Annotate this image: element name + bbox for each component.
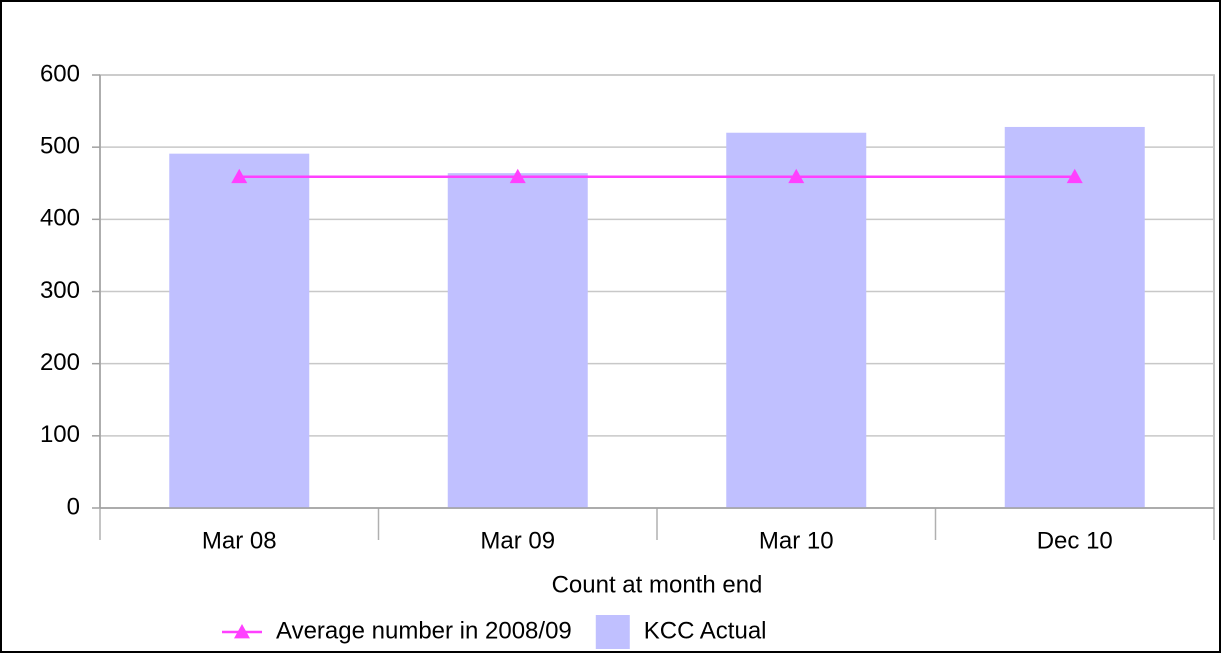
y-tick-label: 200 [40,349,80,376]
y-tick-label: 400 [40,205,80,232]
line-marker [788,168,805,184]
bar [447,173,588,508]
x-tick-label: Dec 10 [1037,527,1113,554]
legend-swatch [595,615,630,649]
y-tick-label: 0 [67,493,80,520]
line-marker [1066,168,1083,184]
y-tick-label: 500 [40,133,80,160]
legend-marker [234,624,250,639]
x-tick-label: Mar 09 [480,527,555,554]
bar [169,153,310,508]
line-marker [509,168,526,184]
y-tick-label: 100 [40,421,80,448]
bar [1004,126,1145,509]
x-axis-label: Count at month end [552,571,763,598]
y-tick-label: 600 [40,60,80,87]
line-marker [231,168,248,184]
bar [726,132,867,508]
legend-label: KCC Actual [644,617,767,644]
legend-label: Average number in 2008/09 [276,617,572,644]
x-tick-label: Mar 08 [202,527,277,554]
x-tick-label: Mar 10 [759,527,834,554]
y-tick-label: 300 [40,277,80,304]
